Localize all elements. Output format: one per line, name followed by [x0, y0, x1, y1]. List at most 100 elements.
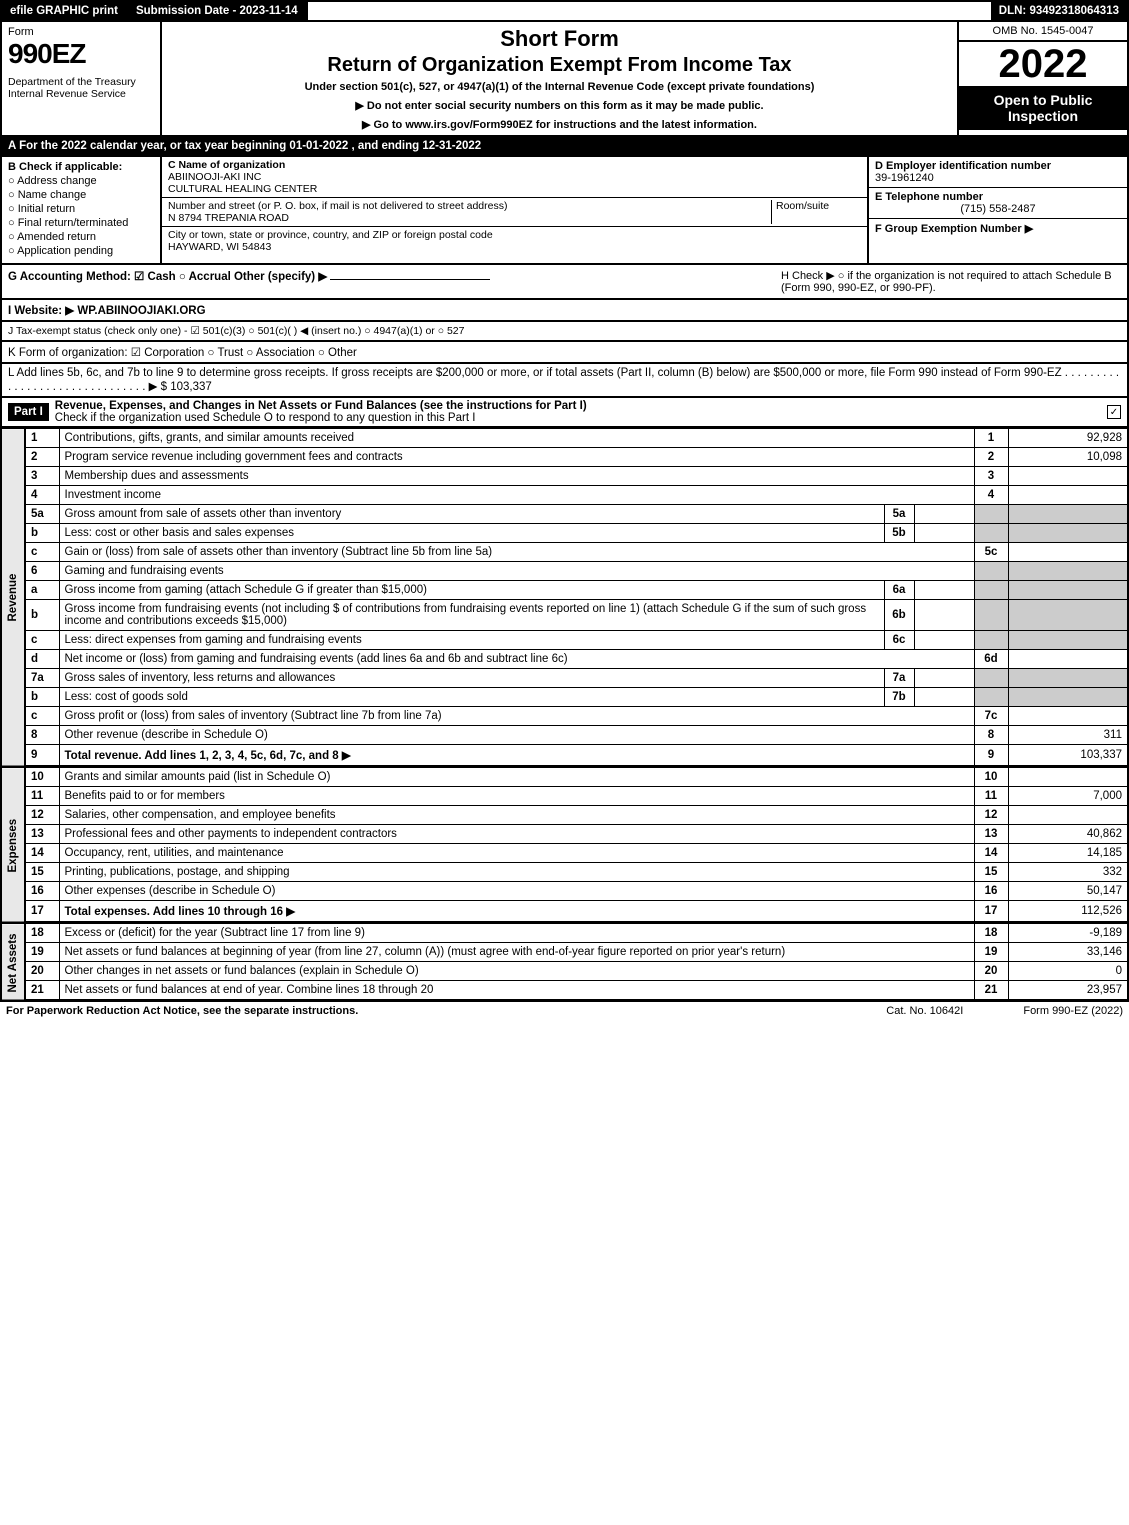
row-i-website: I Website: ▶ WP.ABIINOOJIAKI.ORG: [0, 300, 1129, 322]
d-value: 39-1961240: [875, 172, 934, 184]
right-val: [1008, 650, 1128, 669]
netassets-table: Net Assets18Excess or (deficit) for the …: [0, 923, 1129, 1001]
column-c: C Name of organization ABIINOOJI-AKI INC…: [162, 157, 867, 263]
line-desc: Grants and similar amounts paid (list in…: [59, 768, 974, 787]
city-label: City or town, state or province, country…: [168, 229, 493, 241]
right-val: 112,526: [1008, 901, 1128, 923]
line-row: 16Other expenses (describe in Schedule O…: [1, 882, 1128, 901]
page-footer: For Paperwork Reduction Act Notice, see …: [0, 1001, 1129, 1020]
line-desc: Gross amount from sale of assets other t…: [59, 505, 884, 524]
line-row: 20Other changes in net assets or fund ba…: [1, 962, 1128, 981]
part-i-checkbox[interactable]: [1107, 405, 1121, 419]
line-row: 21Net assets or fund balances at end of …: [1, 981, 1128, 1001]
line-row: 9Total revenue. Add lines 1, 2, 3, 4, 5c…: [1, 745, 1128, 767]
revenue-table: Revenue1Contributions, gifts, grants, an…: [0, 428, 1129, 767]
right-val-shade: [1008, 505, 1128, 524]
main-title: Return of Organization Exempt From Incom…: [170, 54, 949, 77]
right-num: 10: [974, 768, 1008, 787]
right-num: 21: [974, 981, 1008, 1001]
line-row: 17Total expenses. Add lines 10 through 1…: [1, 901, 1128, 923]
sub-value[interactable]: [914, 631, 974, 650]
right-val: 7,000: [1008, 787, 1128, 806]
line-desc: Contributions, gifts, grants, and simila…: [59, 429, 974, 448]
line-row: 4Investment income4: [1, 486, 1128, 505]
e-phone: E Telephone number (715) 558-2487: [869, 188, 1127, 219]
line-row: 8Other revenue (describe in Schedule O)8…: [1, 726, 1128, 745]
line-desc: Salaries, other compensation, and employ…: [59, 806, 974, 825]
column-d-e-f: D Employer identification number 39-1961…: [867, 157, 1127, 263]
line-number: 11: [25, 787, 59, 806]
i-text[interactable]: I Website: ▶ WP.ABIINOOJIAKI.ORG: [8, 305, 206, 317]
line-row: 3Membership dues and assessments3: [1, 467, 1128, 486]
right-num: 20: [974, 962, 1008, 981]
sub-value[interactable]: [914, 524, 974, 543]
line-row: cGross profit or (loss) from sales of in…: [1, 707, 1128, 726]
footer-right: Form 990-EZ (2022): [1023, 1005, 1123, 1017]
line-row: 15Printing, publications, postage, and s…: [1, 863, 1128, 882]
row-a-period: A For the 2022 calendar year, or tax yea…: [0, 137, 1129, 157]
right-val: 311: [1008, 726, 1128, 745]
short-form-title: Short Form: [170, 26, 949, 52]
form-number: 990EZ: [8, 38, 154, 70]
efile-label[interactable]: efile GRAPHIC print: [2, 2, 128, 20]
sub-value[interactable]: [914, 505, 974, 524]
d-ein: D Employer identification number 39-1961…: [869, 157, 1127, 188]
line-desc: Gaming and fundraising events: [59, 562, 974, 581]
sub-value[interactable]: [914, 581, 974, 600]
chk-final[interactable]: Final return/terminated: [8, 217, 154, 229]
line-desc: Net assets or fund balances at end of ye…: [59, 981, 974, 1001]
sub-value[interactable]: [914, 600, 974, 631]
line-desc: Gross profit or (loss) from sales of inv…: [59, 707, 974, 726]
line-number: 18: [25, 924, 59, 943]
line-row: 12Salaries, other compensation, and empl…: [1, 806, 1128, 825]
right-num: 8: [974, 726, 1008, 745]
header-right: OMB No. 1545-0047 2022 Open to Public In…: [957, 22, 1127, 135]
section-tab: Net Assets: [1, 924, 25, 1001]
row-l-receipts: L Add lines 5b, 6c, and 7b to line 9 to …: [0, 364, 1129, 398]
column-b: B Check if applicable: Address change Na…: [2, 157, 162, 263]
right-val-shade: [1008, 600, 1128, 631]
f-group: F Group Exemption Number ▶: [869, 219, 1127, 238]
line-row: 19Net assets or fund balances at beginni…: [1, 943, 1128, 962]
line-desc: Other expenses (describe in Schedule O): [59, 882, 974, 901]
line-row: aGross income from gaming (attach Schedu…: [1, 581, 1128, 600]
street-label: Number and street (or P. O. box, if mail…: [168, 200, 507, 212]
sub-value[interactable]: [914, 669, 974, 688]
right-num: 18: [974, 924, 1008, 943]
line-number: 10: [25, 768, 59, 787]
line-desc: Less: cost or other basis and sales expe…: [59, 524, 884, 543]
sub-value[interactable]: [914, 688, 974, 707]
open-public: Open to Public Inspection: [959, 86, 1127, 130]
line-row: 6Gaming and fundraising events: [1, 562, 1128, 581]
line-number: 4: [25, 486, 59, 505]
right-val: [1008, 806, 1128, 825]
line-number: 21: [25, 981, 59, 1001]
line-desc: Professional fees and other payments to …: [59, 825, 974, 844]
chk-pending[interactable]: Application pending: [8, 245, 154, 257]
submission-date: Submission Date - 2023-11-14: [128, 2, 308, 20]
room-label: Room/suite: [771, 200, 861, 224]
line-desc: Excess or (deficit) for the year (Subtra…: [59, 924, 974, 943]
line-row: cLess: direct expenses from gaming and f…: [1, 631, 1128, 650]
chk-address[interactable]: Address change: [8, 175, 154, 187]
line-number: d: [25, 650, 59, 669]
line-desc: Net income or (loss) from gaming and fun…: [59, 650, 974, 669]
omb-number: OMB No. 1545-0047: [959, 22, 1127, 42]
chk-name[interactable]: Name change: [8, 189, 154, 201]
right-val: 50,147: [1008, 882, 1128, 901]
line-number: a: [25, 581, 59, 600]
top-bar: efile GRAPHIC print Submission Date - 20…: [0, 0, 1129, 22]
right-val: [1008, 543, 1128, 562]
goto-link[interactable]: ▶ Go to www.irs.gov/Form990EZ for instru…: [170, 118, 949, 131]
chk-amended[interactable]: Amended return: [8, 231, 154, 243]
line-desc: Gross sales of inventory, less returns a…: [59, 669, 884, 688]
city-value: HAYWARD, WI 54843: [168, 241, 271, 253]
right-num: 16: [974, 882, 1008, 901]
line-number: 5a: [25, 505, 59, 524]
right-num: 3: [974, 467, 1008, 486]
line-desc: Gross income from gaming (attach Schedul…: [59, 581, 884, 600]
right-val: -9,189: [1008, 924, 1128, 943]
sub-label: 7a: [884, 669, 914, 688]
sub-label: 5a: [884, 505, 914, 524]
chk-initial[interactable]: Initial return: [8, 203, 154, 215]
